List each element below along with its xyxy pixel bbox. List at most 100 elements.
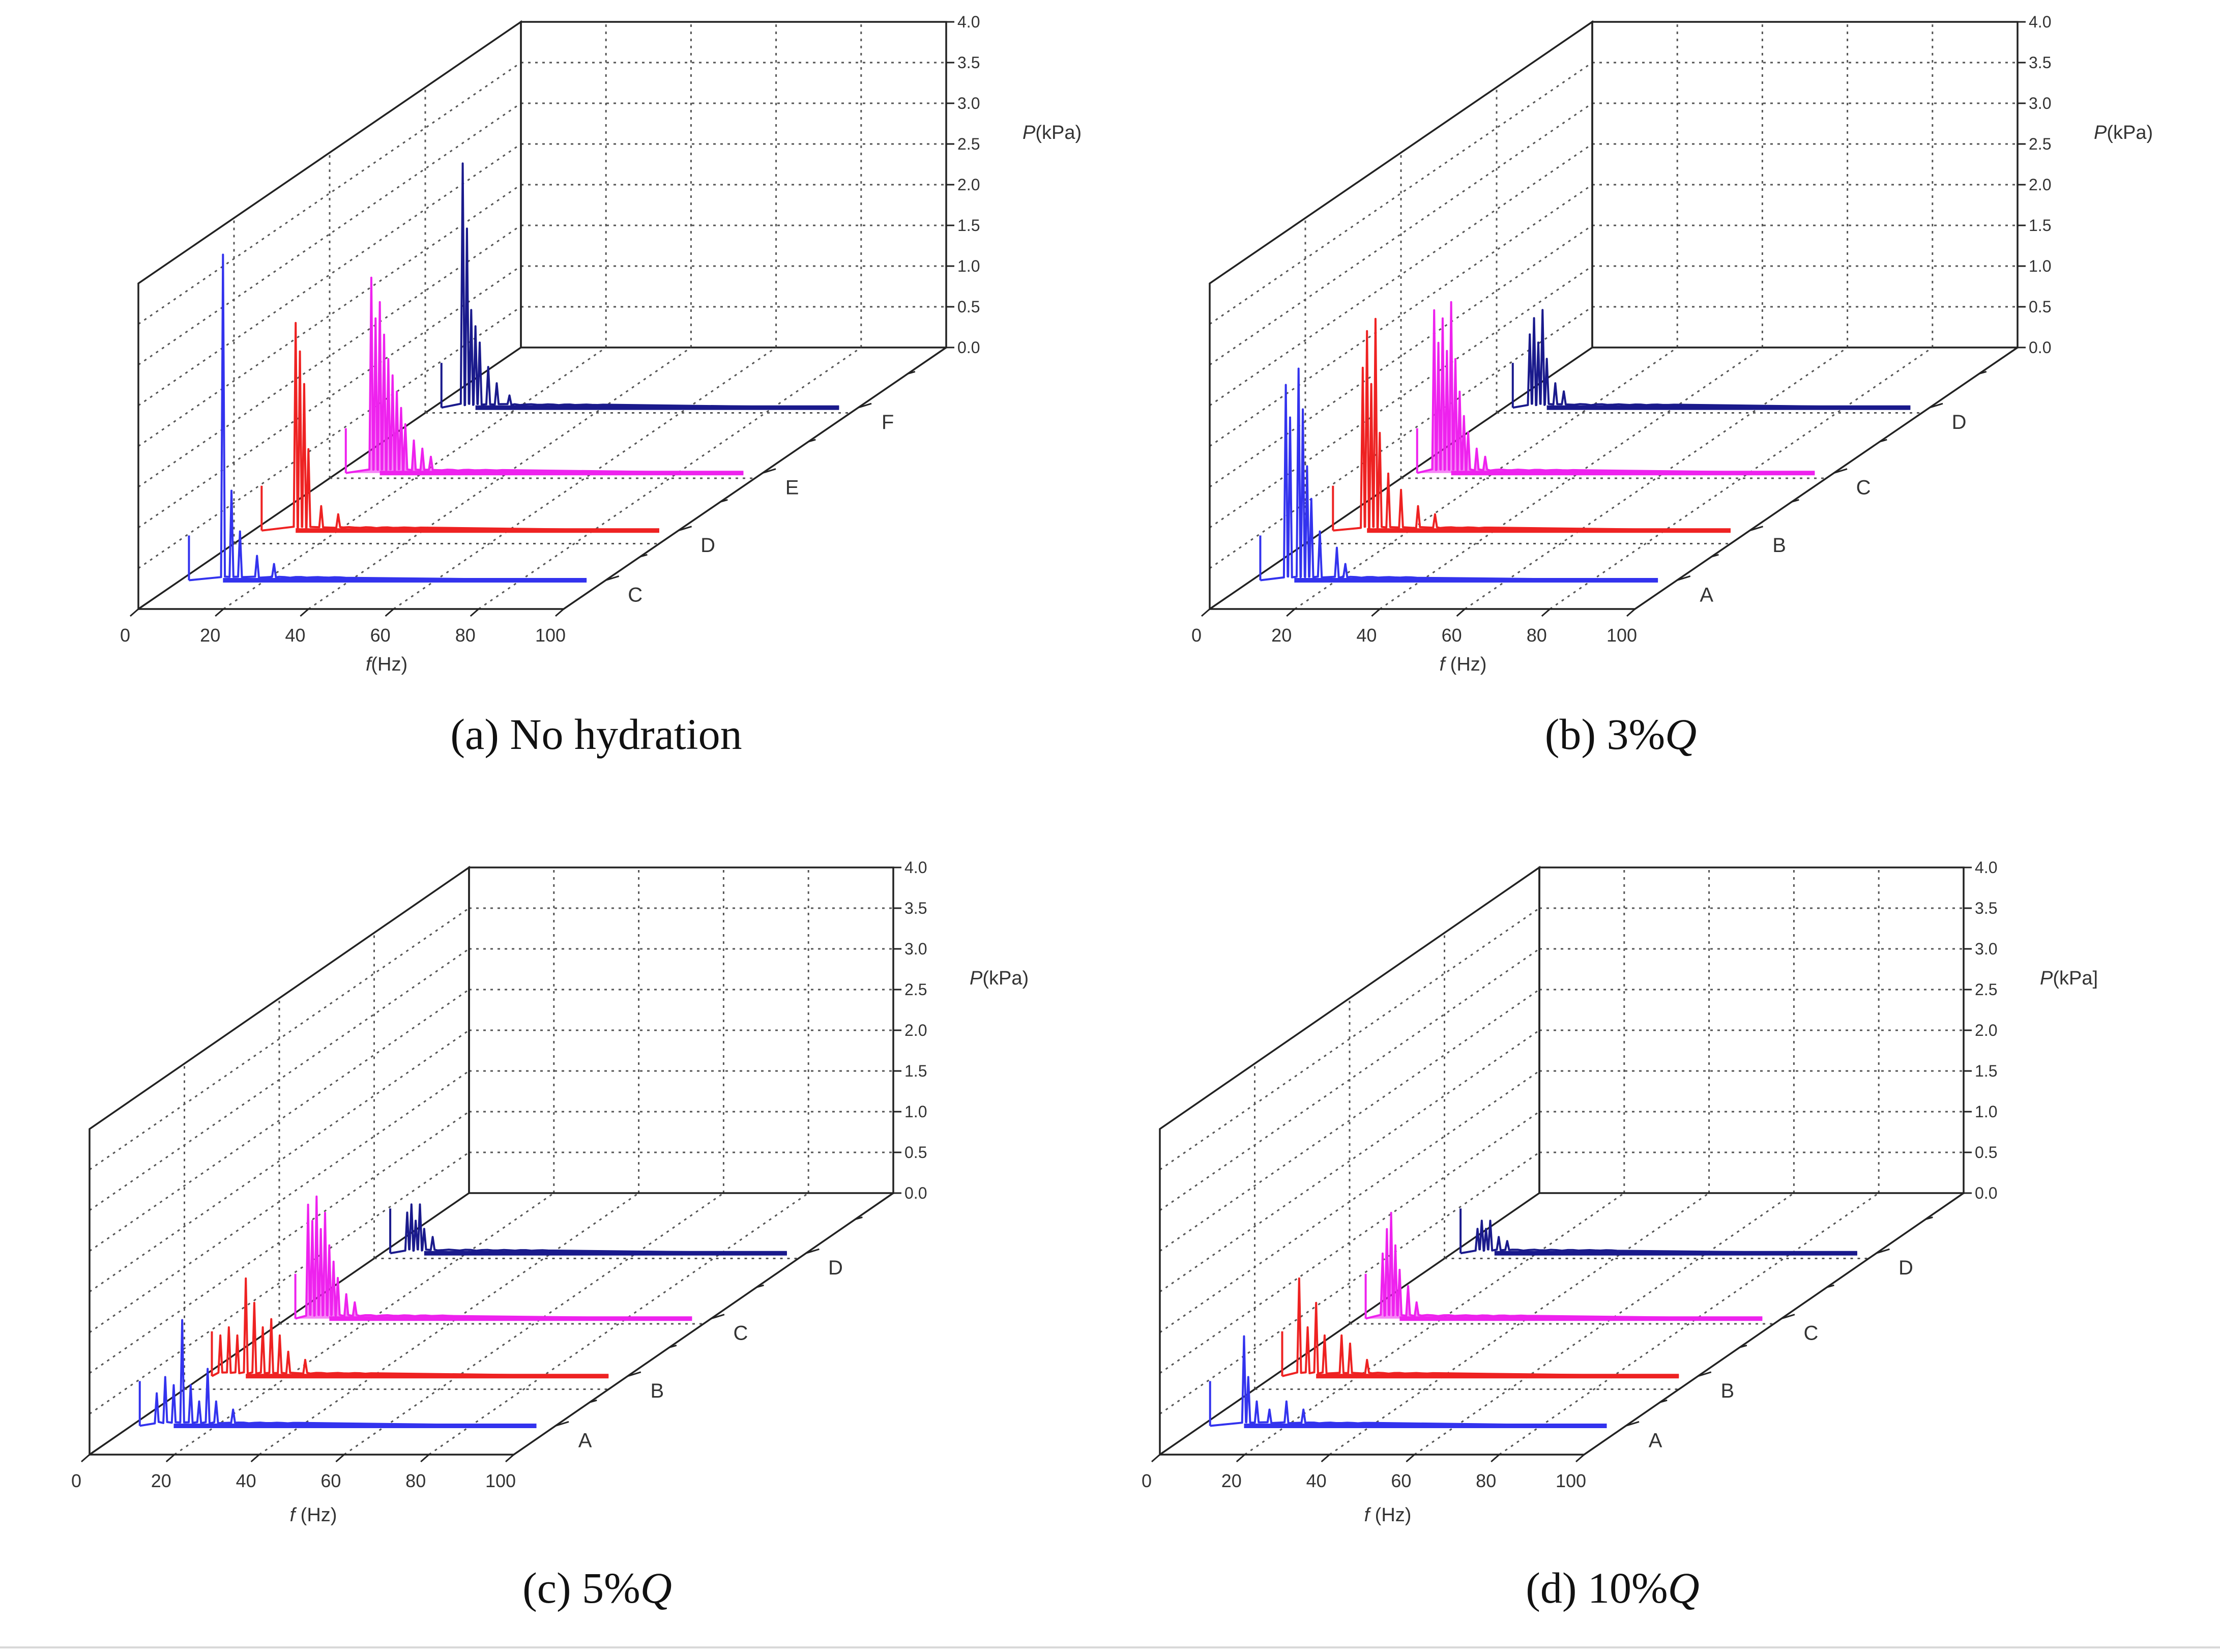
x-axis-label-unit: (Hz) (295, 1504, 337, 1526)
depth-axis-minor-tick (1879, 439, 1887, 443)
x-tick-label: 80 (1476, 1470, 1496, 1491)
x-axis-tick (130, 608, 139, 617)
floor-gridline (223, 346, 607, 610)
z-tick-label: 4.0 (2029, 13, 2051, 31)
depth-axis-minor-tick (1791, 499, 1799, 503)
side-wall-gridline (138, 184, 521, 447)
z-axis-label: P(kPa) (1023, 122, 1082, 143)
x-axis-tick (1371, 608, 1381, 617)
depth-axis-tick (762, 468, 776, 474)
z-tick-label: 1.5 (904, 1062, 927, 1080)
z-tick-label: 0.0 (1975, 1184, 1997, 1202)
z-tick-label: 1.5 (957, 216, 980, 235)
z-axis-label: P(kPa] (2040, 968, 2098, 989)
depth-axis-minor-tick (855, 1216, 863, 1220)
depth-axis-tick (711, 1314, 725, 1320)
series-line-A (1260, 367, 1658, 582)
series-line-C (295, 1195, 692, 1320)
z-tick-label: 4.0 (904, 858, 927, 877)
floor-gridline (393, 346, 777, 610)
side-wall-gridline (1159, 1111, 1540, 1374)
depth-axis-minor-tick (1711, 554, 1719, 558)
floor-gridline (1379, 346, 1763, 610)
z-tick-label: 0.0 (2029, 338, 2051, 357)
z-tick-label: 1.0 (957, 257, 980, 275)
x-axis-tick (1321, 1454, 1330, 1463)
series-label: E (785, 477, 799, 499)
panel-caption-variable: Q (1668, 1563, 1700, 1612)
z-axis-label: P(kPa) (2094, 122, 2153, 143)
z-tick-label: 2.0 (2029, 176, 2051, 194)
depth-axis-minor-tick (1659, 1399, 1668, 1403)
x-tick-label: 0 (1191, 625, 1202, 646)
x-axis-label-symbol: f (290, 1504, 297, 1526)
depth-axis-tick (1929, 402, 1943, 409)
x-tick-label: 80 (405, 1470, 426, 1491)
x-axis-label-unit: (Hz) (371, 654, 407, 675)
z-axis-label-unit: (kPa] (2053, 968, 2098, 989)
side-wall-gridline (138, 224, 521, 488)
series-line-A (1210, 1335, 1607, 1427)
depth-axis-minor-tick (1979, 370, 1987, 374)
side-wall-gridline (138, 102, 521, 366)
x-axis-label-unit: (Hz) (1369, 1504, 1411, 1526)
z-tick-label: 0.5 (957, 298, 980, 316)
depth-axis-tick (1876, 1248, 1890, 1254)
x-tick-label: 100 (1556, 1470, 1586, 1491)
x-axis-tick (335, 1454, 345, 1463)
panel-caption: (a) No hydration (450, 710, 742, 759)
series-label: B (1772, 534, 1786, 557)
panel-caption: (c) 5%Q (522, 1563, 672, 1612)
z-tick-label: 3.0 (904, 940, 927, 958)
floor-gridline (1464, 346, 1848, 610)
panel-caption-text: (d) 10% (1526, 1563, 1668, 1612)
x-tick-label: 80 (1527, 625, 1547, 646)
depth-axis-tick (1833, 468, 1848, 474)
z-tick-label: 2.0 (904, 1021, 927, 1039)
floor-gridline (478, 346, 862, 610)
x-tick-label: 40 (1356, 625, 1377, 646)
series-line-C (1417, 301, 1815, 474)
panel-caption: (d) 10%Q (1526, 1563, 1700, 1612)
z-tick-label: 2.5 (1975, 980, 1997, 999)
series-label: D (828, 1257, 843, 1279)
series-label: F (882, 411, 894, 433)
side-wall-gridline (1159, 1029, 1540, 1293)
floor-gridline (1244, 1192, 1625, 1456)
side-wall-gridline (1209, 102, 1593, 366)
depth-axis-minor-tick (756, 1284, 764, 1288)
z-tick-label: 0.0 (957, 338, 980, 357)
floor-frame (138, 346, 947, 610)
series-label: C (1803, 1322, 1818, 1345)
x-axis-tick (1626, 608, 1635, 617)
series-line-F (441, 162, 839, 409)
series-line-D (261, 322, 660, 532)
x-tick-label: 20 (1271, 625, 1292, 646)
panel-b: 0 20 40 60 80 100 f (Hz) 0.0 0.5 1.0 1.5 2.0 2.5 3.0 3… (1191, 13, 2153, 759)
depth-axis-tick (555, 1421, 569, 1427)
series-label: B (1720, 1380, 1734, 1402)
z-tick-label: 0.5 (904, 1143, 927, 1162)
side-wall-gridline (1159, 989, 1540, 1252)
series-label: A (1700, 584, 1713, 606)
series-line-D (390, 1203, 787, 1255)
z-tick-label: 4.0 (1975, 858, 1997, 877)
series-line-E (345, 276, 744, 474)
depth-axis-minor-tick (1827, 1284, 1834, 1288)
series-label: D (1952, 411, 1967, 433)
panel-caption-text: (c) 5% (522, 1563, 640, 1612)
x-axis-label-symbol: f (366, 654, 373, 675)
z-tick-label: 1.5 (1975, 1062, 1997, 1080)
series-fill-C (1365, 1212, 1763, 1319)
floor-gridline (1414, 1192, 1795, 1456)
x-axis-label: f (Hz) (1440, 654, 1487, 675)
depth-axis-minor-tick (1925, 1216, 1933, 1220)
z-tick-label: 3.5 (1975, 899, 1997, 917)
back-wall-frame (1591, 21, 2019, 349)
x-axis-tick (1236, 1454, 1245, 1463)
floor-gridline (343, 1192, 724, 1456)
floor-gridline (308, 346, 692, 610)
panel-caption: (b) 3%Q (1545, 710, 1697, 759)
series-line-B (1282, 1277, 1679, 1377)
side-wall-gridline (1159, 1151, 1540, 1415)
